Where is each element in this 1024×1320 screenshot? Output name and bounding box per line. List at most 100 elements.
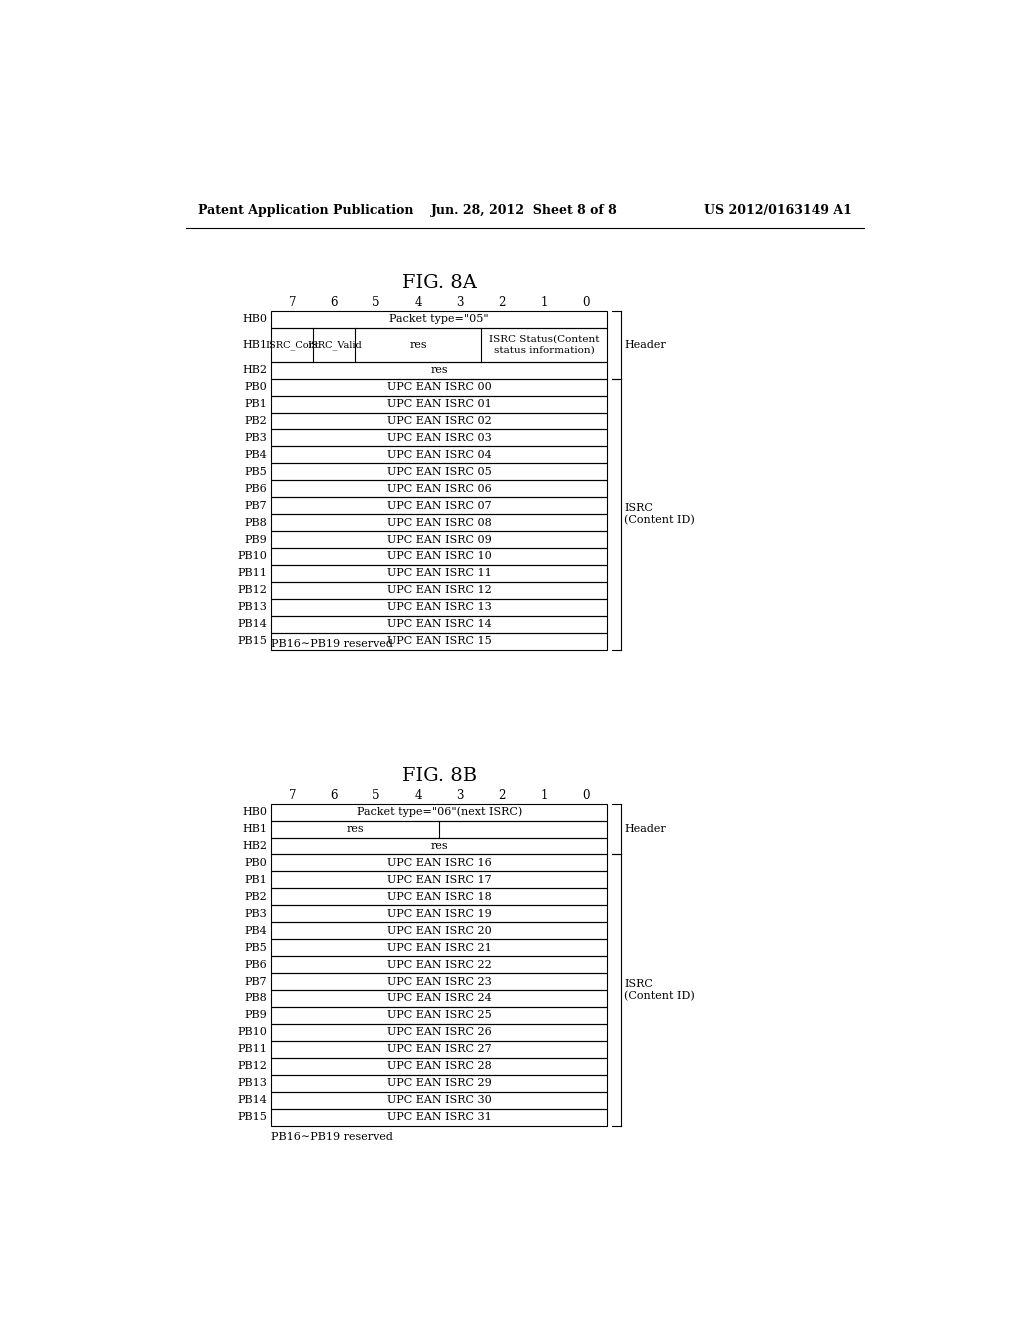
- Text: UPC EAN ISRC 25: UPC EAN ISRC 25: [387, 1010, 492, 1020]
- Bar: [271, 1057, 607, 1074]
- Bar: [271, 599, 607, 615]
- Text: PB13: PB13: [238, 602, 267, 612]
- Text: res: res: [430, 366, 447, 375]
- Text: UPC EAN ISRC 11: UPC EAN ISRC 11: [387, 569, 492, 578]
- Text: 7: 7: [289, 788, 296, 801]
- Bar: [271, 379, 607, 396]
- Text: ISRC
(Content ID): ISRC (Content ID): [624, 979, 694, 1001]
- Bar: [271, 888, 607, 906]
- Text: Header: Header: [624, 824, 666, 834]
- Text: UPC EAN ISRC 30: UPC EAN ISRC 30: [387, 1096, 492, 1105]
- Bar: [271, 940, 607, 956]
- Bar: [271, 480, 607, 498]
- Text: PB3: PB3: [245, 908, 267, 919]
- Bar: [271, 1074, 607, 1092]
- Text: UPC EAN ISRC 00: UPC EAN ISRC 00: [387, 381, 492, 392]
- Bar: [271, 548, 607, 565]
- Text: PB9: PB9: [245, 535, 267, 545]
- Text: PB14: PB14: [238, 619, 267, 630]
- Bar: [271, 990, 607, 1007]
- Text: UPC EAN ISRC 28: UPC EAN ISRC 28: [387, 1061, 492, 1072]
- Bar: [271, 804, 607, 821]
- Bar: [271, 906, 607, 923]
- Text: PB1: PB1: [245, 399, 267, 409]
- Bar: [271, 1109, 607, 1126]
- Text: 1: 1: [541, 788, 548, 801]
- Text: PB16∼PB19 reserved: PB16∼PB19 reserved: [271, 1131, 393, 1142]
- Text: ISRC
(Content ID): ISRC (Content ID): [624, 503, 694, 525]
- Text: UPC EAN ISRC 24: UPC EAN ISRC 24: [387, 994, 492, 1003]
- Text: 4: 4: [415, 296, 422, 309]
- Bar: [271, 1024, 607, 1040]
- Text: 5: 5: [373, 296, 380, 309]
- Text: UPC EAN ISRC 17: UPC EAN ISRC 17: [387, 875, 492, 884]
- Text: PB7: PB7: [245, 977, 267, 986]
- Text: UPC EAN ISRC 19: UPC EAN ISRC 19: [387, 908, 492, 919]
- Text: UPC EAN ISRC 07: UPC EAN ISRC 07: [387, 500, 492, 511]
- Text: UPC EAN ISRC 10: UPC EAN ISRC 10: [387, 552, 492, 561]
- Text: 6: 6: [331, 788, 338, 801]
- Bar: [271, 412, 607, 429]
- Text: PB13: PB13: [238, 1078, 267, 1088]
- Text: 4: 4: [415, 788, 422, 801]
- Text: PB4: PB4: [245, 925, 267, 936]
- Text: UPC EAN ISRC 04: UPC EAN ISRC 04: [387, 450, 492, 459]
- Text: UPC EAN ISRC 09: UPC EAN ISRC 09: [387, 535, 492, 545]
- Text: Header: Header: [624, 339, 666, 350]
- Text: 7: 7: [289, 296, 296, 309]
- Text: UPC EAN ISRC 21: UPC EAN ISRC 21: [387, 942, 492, 953]
- Bar: [271, 362, 607, 379]
- Text: UPC EAN ISRC 13: UPC EAN ISRC 13: [387, 602, 492, 612]
- Text: PB11: PB11: [238, 569, 267, 578]
- Text: ISRC_Valid: ISRC_Valid: [307, 339, 361, 350]
- Text: PB14: PB14: [238, 1096, 267, 1105]
- Text: PB11: PB11: [238, 1044, 267, 1055]
- Text: 5: 5: [373, 788, 380, 801]
- Text: Packet type="05": Packet type="05": [389, 314, 489, 325]
- Text: PB0: PB0: [245, 381, 267, 392]
- Bar: [271, 821, 607, 838]
- Text: ISRC Status(Content
status information): ISRC Status(Content status information): [488, 335, 599, 355]
- Bar: [271, 396, 607, 412]
- Text: 6: 6: [331, 296, 338, 309]
- Text: US 2012/0163149 A1: US 2012/0163149 A1: [703, 205, 852, 218]
- Text: 0: 0: [583, 788, 590, 801]
- Text: UPC EAN ISRC 29: UPC EAN ISRC 29: [387, 1078, 492, 1088]
- Text: HB1: HB1: [243, 824, 267, 834]
- Text: PB7: PB7: [245, 500, 267, 511]
- Bar: [271, 615, 607, 632]
- Text: PB12: PB12: [238, 1061, 267, 1072]
- Bar: [271, 463, 607, 480]
- Bar: [271, 565, 607, 582]
- Text: Patent Application Publication: Patent Application Publication: [198, 205, 414, 218]
- Text: UPC EAN ISRC 31: UPC EAN ISRC 31: [387, 1111, 492, 1122]
- Text: 2: 2: [499, 788, 506, 801]
- Text: ISRC_Cont: ISRC_Cont: [265, 339, 319, 350]
- Text: HB1: HB1: [243, 339, 267, 350]
- Text: res: res: [346, 824, 365, 834]
- Text: UPC EAN ISRC 15: UPC EAN ISRC 15: [387, 636, 492, 647]
- Text: Packet type="06"(next ISRC): Packet type="06"(next ISRC): [356, 807, 522, 817]
- Text: HB0: HB0: [243, 314, 267, 325]
- Text: UPC EAN ISRC 18: UPC EAN ISRC 18: [387, 892, 492, 902]
- Bar: [271, 854, 607, 871]
- Text: FIG. 8A: FIG. 8A: [401, 275, 476, 292]
- Text: PB2: PB2: [245, 892, 267, 902]
- Text: PB6: PB6: [245, 960, 267, 970]
- Bar: [271, 1092, 607, 1109]
- Text: 3: 3: [457, 788, 464, 801]
- Text: 0: 0: [583, 296, 590, 309]
- Text: PB10: PB10: [238, 1027, 267, 1038]
- Text: PB8: PB8: [245, 517, 267, 528]
- Text: UPC EAN ISRC 06: UPC EAN ISRC 06: [387, 483, 492, 494]
- Text: PB4: PB4: [245, 450, 267, 459]
- Bar: [271, 923, 607, 940]
- Bar: [271, 1040, 607, 1057]
- Text: PB15: PB15: [238, 1111, 267, 1122]
- Text: HB0: HB0: [243, 807, 267, 817]
- Bar: [271, 515, 607, 531]
- Bar: [271, 956, 607, 973]
- Text: 1: 1: [541, 296, 548, 309]
- Text: HB2: HB2: [243, 841, 267, 851]
- Text: PB10: PB10: [238, 552, 267, 561]
